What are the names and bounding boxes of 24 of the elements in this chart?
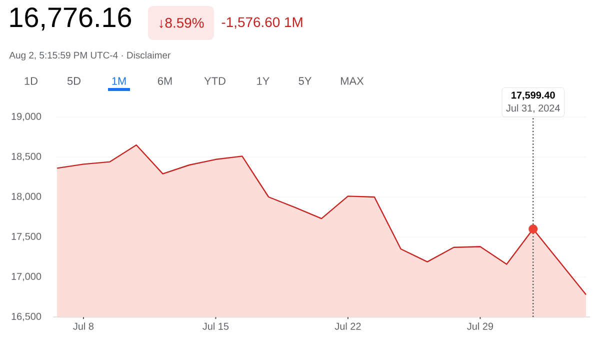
y-tick-label: 18,500 bbox=[12, 152, 42, 162]
text: 1Y bbox=[257, 77, 270, 85]
text: 6M bbox=[158, 77, 172, 85]
y-tick-label: 17,000 bbox=[12, 272, 42, 282]
text: 5D bbox=[67, 77, 80, 85]
text: Jul 31, 2024 bbox=[506, 104, 560, 113]
y-tick-label: 19,000 bbox=[12, 112, 42, 122]
text: 1D bbox=[24, 77, 38, 85]
x-tick-label: Jul 8 bbox=[73, 322, 94, 330]
y-tick-label: 18,000 bbox=[12, 192, 42, 202]
text: ↓8.59% bbox=[160, 18, 204, 28]
x-tick-label: Jul 15 bbox=[202, 322, 229, 330]
chart-subtitle: Aug 2, 5:15:59 PM UTC-4 · Disclaimer bbox=[9, 52, 170, 60]
x-tick-label: Jul 29 bbox=[467, 322, 494, 330]
text: 17,599.40 bbox=[512, 92, 555, 100]
chart-title: 16,776.16 bbox=[10, 7, 132, 31]
text: 1M bbox=[112, 77, 126, 85]
x-tick-label: Jul 22 bbox=[334, 322, 361, 330]
text: MAX bbox=[341, 77, 364, 85]
text: 5Y bbox=[298, 77, 312, 85]
text: -1,576.60 1M bbox=[222, 17, 302, 29]
text: YTD bbox=[204, 77, 226, 85]
y-tick-label: 16,500 bbox=[12, 312, 42, 322]
y-tick-label: 17,500 bbox=[12, 232, 42, 242]
